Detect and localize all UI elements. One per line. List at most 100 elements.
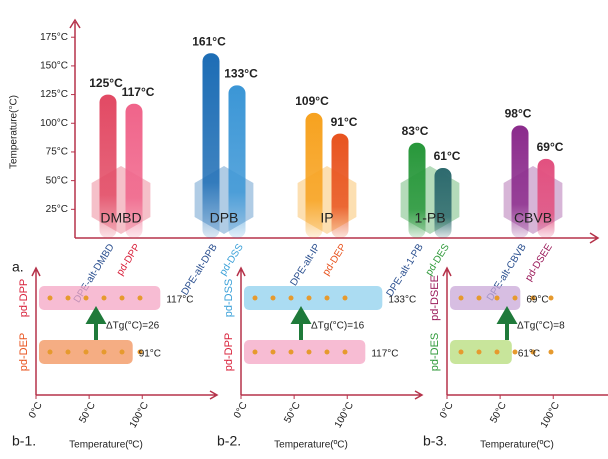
- y-tick-label: 150°C: [40, 61, 68, 72]
- bar: [228, 85, 246, 239]
- axis-frame: [442, 266, 608, 396]
- axis-frame: [31, 266, 219, 400]
- chain-unit: [324, 295, 330, 301]
- category-label: pd-DPP: [223, 333, 235, 372]
- value-label: 125°C: [89, 76, 123, 90]
- chain-unit: [530, 349, 536, 355]
- chain-unit: [548, 295, 554, 301]
- value-label: 91°C: [331, 115, 358, 129]
- annotation: ΔTg(°C)=26: [106, 321, 160, 332]
- chain-unit: [252, 349, 258, 355]
- value-label: 69°C: [526, 295, 548, 306]
- x-axis-label: Temperature(ºC): [274, 440, 348, 451]
- y-axis-label: Temperature(°C): [9, 95, 20, 169]
- chain-unit: [548, 349, 554, 355]
- value-label: 69°C: [537, 140, 564, 154]
- value-label: 133°C: [388, 295, 416, 306]
- value-label: 117°C: [122, 85, 155, 99]
- value-label: 117°C: [166, 295, 193, 306]
- chain-unit: [458, 295, 464, 301]
- annotation: ΔTg(°C)=16: [311, 321, 365, 332]
- monomer-label: 1-PB: [414, 210, 445, 226]
- chain-unit: [342, 349, 348, 355]
- monomer-label: IP: [320, 210, 333, 226]
- chain-unit: [47, 349, 53, 355]
- panel-label: a.: [12, 259, 24, 275]
- chain-unit: [494, 349, 500, 355]
- x-tick-label: DPE-alt-DPB: [180, 242, 220, 298]
- x-tick-label: 50°C: [282, 400, 303, 425]
- x-tick-label: pd-DEP: [321, 242, 349, 278]
- chain-unit: [65, 295, 71, 301]
- axis-frame: [69, 18, 600, 244]
- bar: [408, 142, 426, 238]
- panel-label: b-1.: [12, 433, 36, 449]
- bar: [511, 125, 529, 238]
- annotation: ΔTg(°C)=8: [517, 321, 565, 332]
- bar: [244, 340, 366, 364]
- chain-unit: [101, 295, 107, 301]
- panel-label: b-2.: [217, 433, 241, 449]
- x-tick-label: 100°C: [539, 400, 562, 430]
- bar: [39, 286, 161, 310]
- bar: [537, 158, 555, 238]
- chain-unit: [252, 295, 258, 301]
- x-tick-label: 0°C: [438, 400, 456, 420]
- bar: [305, 112, 323, 238]
- chain-unit: [119, 295, 125, 301]
- value-label: 83°C: [402, 124, 429, 138]
- chain-unit: [476, 295, 482, 301]
- monomer-label: CBVB: [514, 210, 552, 226]
- shift-arrow: [496, 306, 518, 340]
- value-label: 133°C: [224, 67, 258, 81]
- value-label: 109°C: [295, 94, 329, 108]
- chain-unit: [119, 349, 125, 355]
- value-label: 91°C: [139, 349, 161, 360]
- bar: [244, 286, 383, 310]
- bar: [434, 168, 452, 238]
- category-label: pd-DPP: [18, 279, 30, 318]
- x-axis-label: Temperature(ºC): [69, 440, 143, 451]
- bar: [99, 94, 117, 238]
- y-tick-label: 175°C: [40, 32, 68, 43]
- category-label: pd-DSS: [223, 279, 235, 318]
- value-label: 161°C: [192, 34, 226, 48]
- monomer-label: DPB: [210, 210, 239, 226]
- chain-unit: [306, 349, 312, 355]
- chain-unit: [270, 295, 276, 301]
- value-label: 98°C: [505, 107, 532, 121]
- x-tick-label: 0°C: [27, 400, 45, 420]
- value-label: 61°C: [434, 149, 461, 163]
- bar: [331, 133, 349, 238]
- chain-unit: [83, 349, 89, 355]
- bar: [125, 103, 143, 238]
- x-tick-label: 50°C: [77, 400, 98, 425]
- chain-unit: [512, 349, 518, 355]
- chain-unit: [137, 295, 143, 301]
- shift-arrow: [85, 306, 107, 340]
- shift-arrow: [290, 306, 312, 340]
- chain-unit: [47, 295, 53, 301]
- chain-unit: [494, 295, 500, 301]
- x-axis-label: Temperature(ºC): [480, 440, 554, 451]
- monomer-label: DMBD: [100, 210, 141, 226]
- category-label: pd-DES: [429, 333, 441, 372]
- chain-unit: [83, 295, 89, 301]
- panel-label: b-3.: [423, 433, 447, 449]
- chain-unit: [288, 295, 294, 301]
- chain-unit: [270, 349, 276, 355]
- x-tick-label: DPE-alt-IP: [288, 242, 323, 288]
- chain-unit: [476, 349, 482, 355]
- y-tick-label: 100°C: [40, 118, 68, 129]
- bar: [202, 53, 220, 239]
- chain-unit: [324, 349, 330, 355]
- x-tick-label: DPE-alt-1-PB: [385, 242, 426, 299]
- y-tick-label: 125°C: [40, 89, 68, 100]
- y-tick-label: 50°C: [46, 175, 68, 186]
- chain-unit: [458, 349, 464, 355]
- y-tick-label: 75°C: [46, 147, 68, 158]
- x-tick-label: 0°C: [232, 400, 250, 420]
- y-tick-label: 25°C: [46, 204, 68, 215]
- x-tick-label: 100°C: [333, 400, 356, 430]
